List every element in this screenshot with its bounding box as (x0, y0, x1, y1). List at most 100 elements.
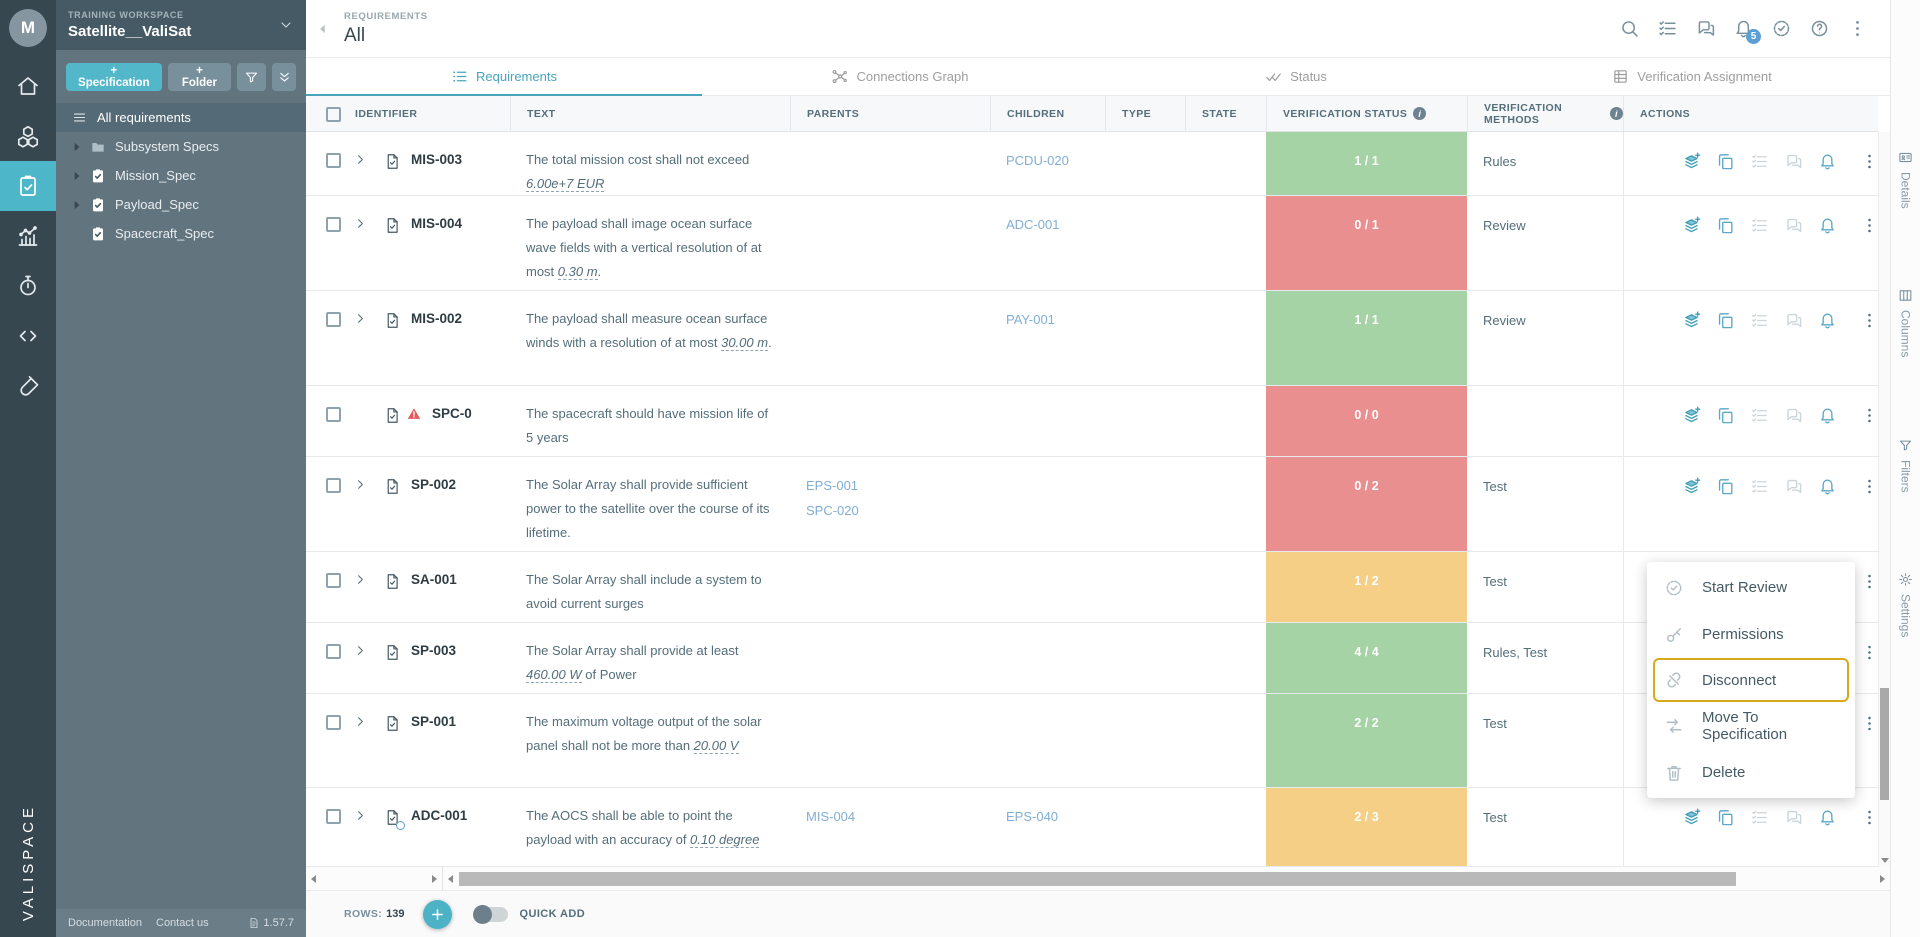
row-action-comments[interactable] (1784, 311, 1803, 330)
panel-toggle-filters[interactable]: Filters (1891, 438, 1920, 493)
row-action-more[interactable] (1860, 311, 1879, 330)
row-action-more[interactable] (1860, 406, 1879, 425)
sidebar-item-mission-spec[interactable]: Mission_Spec (56, 161, 306, 190)
filter-button[interactable] (237, 63, 267, 91)
requirement-link[interactable]: MIS-004 (806, 809, 856, 824)
requirement-value[interactable]: 6.00e+7 EUR (526, 176, 605, 192)
vertical-scrollbar[interactable] (1878, 132, 1890, 867)
row-action-comments[interactable] (1784, 477, 1803, 496)
row-action-more[interactable] (1860, 808, 1879, 827)
row-action-comments[interactable] (1784, 152, 1803, 171)
requirement-text[interactable]: The Solar Array shall provide sufficient… (526, 477, 770, 540)
rail-item-home[interactable] (0, 61, 56, 111)
table-row-SP-001[interactable]: SP-001 The maximum voltage output of the … (306, 694, 1878, 788)
row-checkbox[interactable] (326, 573, 341, 588)
requirement-text[interactable]: The payload shall measure ocean surface … (526, 311, 772, 351)
row-action-notifications[interactable] (1818, 477, 1837, 496)
row-action-task-list[interactable] (1750, 808, 1769, 827)
tab-requirements[interactable]: Requirements (306, 58, 702, 96)
vertical-scrollbar-thumb[interactable] (1880, 688, 1889, 800)
add-specification-button[interactable]: + Specification (66, 63, 162, 91)
requirement-value[interactable]: 0.10 degree (690, 832, 760, 848)
table-row-SA-001[interactable]: SA-001 The Solar Array shall include a sy… (306, 552, 1878, 623)
row-action-task-list[interactable] (1750, 216, 1769, 235)
requirement-link[interactable]: EPS-040 (1006, 809, 1059, 824)
info-icon[interactable]: i (1413, 107, 1427, 120)
requirement-id[interactable]: MIS-002 (411, 311, 463, 326)
row-action-more[interactable] (1860, 477, 1879, 496)
avatar[interactable]: M (9, 9, 47, 47)
rail-item-timelines[interactable] (0, 261, 56, 311)
row-action-add-connection[interactable] (1682, 152, 1701, 171)
select-all-checkbox[interactable] (326, 106, 341, 122)
scroll-right-arrow[interactable] (1880, 874, 1885, 883)
add-folder-button[interactable]: + Folder (167, 63, 232, 91)
row-action-task-list[interactable] (1750, 477, 1769, 496)
row-action-comments[interactable] (1784, 808, 1803, 827)
menu-item-start-review[interactable]: Start Review (1647, 564, 1855, 611)
row-action-duplicate[interactable] (1716, 406, 1735, 425)
requirement-link[interactable]: ADC-001 (1006, 217, 1060, 232)
requirement-id[interactable]: MIS-004 (411, 216, 463, 231)
rail-item-scripting[interactable] (0, 311, 56, 361)
row-action-comments[interactable] (1784, 216, 1803, 235)
topbar-chat-button[interactable] (1695, 18, 1716, 39)
table-row-MIS-003[interactable]: MIS-003 The total mission cost shall not … (306, 132, 1878, 196)
requirement-value[interactable]: 460.00 W (526, 667, 582, 683)
row-action-task-list[interactable] (1750, 152, 1769, 171)
scroll-left-arrow[interactable] (311, 874, 316, 883)
row-expand-icon[interactable] (353, 216, 368, 231)
horizontal-scrollbar-thumb[interactable] (459, 871, 1737, 886)
column-header-text[interactable]: TEXT (510, 96, 790, 131)
add-requirement-button[interactable] (422, 899, 452, 929)
row-checkbox[interactable] (326, 809, 341, 824)
requirement-value[interactable]: 30.00 m (721, 335, 769, 351)
collapse-all-button[interactable] (272, 63, 296, 91)
requirement-text[interactable]: The AOCS shall be able to point the payl… (526, 808, 760, 848)
topbar-search-button[interactable] (1619, 18, 1640, 39)
sidebar-item-all-requirements[interactable]: All requirements (56, 103, 306, 132)
topbar-tasks-button[interactable] (1657, 18, 1678, 39)
scrollbar-track[interactable] (457, 871, 1876, 886)
column-header-children[interactable]: CHILDREN (990, 96, 1105, 131)
identifier-scrollbar[interactable] (306, 867, 443, 890)
requirement-text[interactable]: The payload shall image ocean surface wa… (526, 216, 762, 280)
menu-item-move-to-specification[interactable]: Move To Specification (1647, 702, 1855, 749)
requirement-text[interactable]: The Solar Array shall provide at least 4… (526, 643, 739, 683)
info-icon[interactable]: i (1610, 107, 1623, 120)
row-action-add-connection[interactable] (1682, 808, 1701, 827)
requirement-id[interactable]: SA-001 (411, 572, 457, 587)
requirement-id[interactable]: SP-002 (411, 477, 457, 492)
panel-toggle-details[interactable]: Details (1891, 150, 1920, 209)
row-expand-icon[interactable] (353, 808, 368, 823)
row-action-add-connection[interactable] (1682, 311, 1701, 330)
scroll-right-arrow[interactable] (432, 874, 437, 883)
row-action-duplicate[interactable] (1716, 311, 1735, 330)
table-row-SPC-0[interactable]: SPC-0 The spacecraft should have mission … (306, 386, 1878, 457)
table-row-MIS-002[interactable]: MIS-002 The payload shall measure ocean s… (306, 291, 1878, 386)
rail-item-analyses[interactable] (0, 211, 56, 261)
requirement-link[interactable]: PCDU-020 (1006, 153, 1069, 168)
row-checkbox[interactable] (326, 407, 341, 422)
row-action-task-list[interactable] (1750, 311, 1769, 330)
sidebar-item-spacecraft-spec[interactable]: Spacecraft_Spec (56, 219, 306, 248)
row-action-duplicate[interactable] (1716, 477, 1735, 496)
sidebar-item-payload-spec[interactable]: Payload_Spec (56, 190, 306, 219)
row-checkbox[interactable] (326, 644, 341, 659)
row-checkbox[interactable] (326, 478, 341, 493)
expand-caret-icon[interactable] (70, 140, 84, 154)
table-row-SP-003[interactable]: SP-003 The Solar Array shall provide at l… (306, 623, 1878, 694)
row-action-more[interactable] (1860, 216, 1879, 235)
rail-item-modules[interactable] (0, 111, 56, 161)
row-checkbox[interactable] (326, 312, 341, 327)
main-scrollbar[interactable] (443, 867, 1890, 890)
row-checkbox[interactable] (326, 153, 341, 168)
row-action-duplicate[interactable] (1716, 152, 1735, 171)
menu-item-disconnect[interactable]: Disconnect (1653, 658, 1849, 702)
row-expand-icon[interactable] (353, 714, 368, 729)
requirement-link[interactable]: SPC-020 (806, 503, 859, 518)
row-action-notifications[interactable] (1818, 216, 1837, 235)
documentation-link[interactable]: Documentation (68, 917, 142, 929)
requirement-text[interactable]: The spacecraft should have mission life … (526, 406, 769, 445)
row-expand-icon[interactable] (353, 152, 368, 167)
